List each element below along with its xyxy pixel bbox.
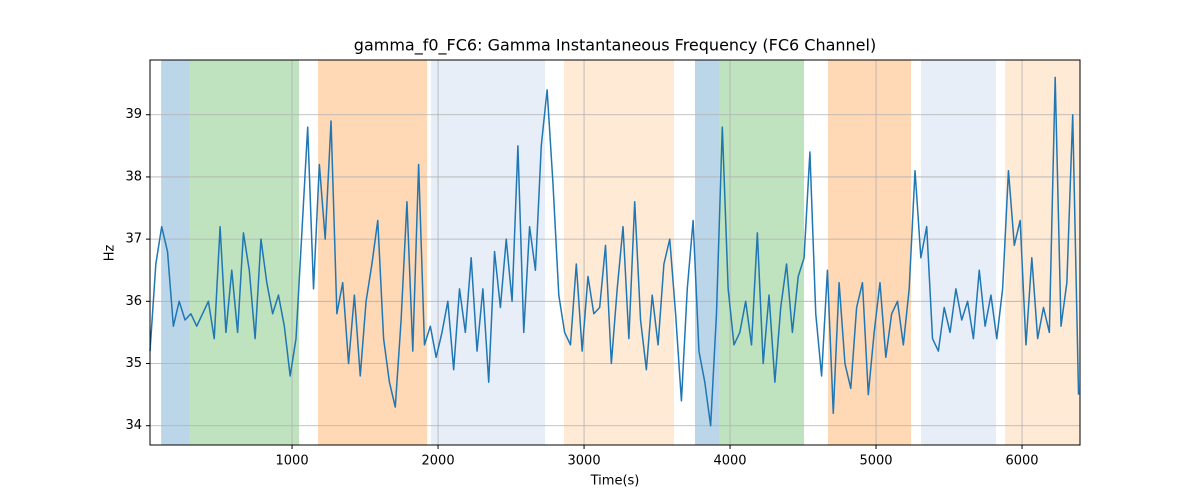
x-axis-label: Time(s)	[590, 474, 640, 489]
y-tick-label: 39	[125, 107, 142, 122]
y-tick-label: 34	[125, 418, 142, 433]
span	[161, 60, 190, 445]
x-tick-label: 1000	[276, 454, 309, 469]
y-axis-label: Hz	[103, 245, 118, 262]
y-tick-label: 37	[125, 232, 142, 247]
y-tick-label: 38	[125, 169, 142, 184]
y-tick-label: 36	[125, 294, 142, 309]
x-tick-label: 6000	[1005, 454, 1038, 469]
span	[921, 60, 997, 445]
grid	[150, 60, 1080, 445]
span	[719, 60, 805, 445]
line-series	[149, 76, 1080, 427]
span	[695, 60, 720, 445]
x-tick-label: 2000	[422, 454, 455, 469]
span	[1005, 60, 1080, 445]
x-tick-label: 3000	[568, 454, 601, 469]
x-tick-label: 4000	[713, 454, 746, 469]
span	[564, 60, 674, 445]
span	[189, 60, 300, 445]
x-tick-label: 5000	[859, 454, 892, 469]
plot-frame	[149, 59, 1081, 446]
chart-title: gamma_f0_FC6: Gamma Instantaneous Freque…	[354, 36, 876, 56]
plot	[149, 76, 1080, 427]
y-tick-label: 35	[125, 356, 142, 371]
